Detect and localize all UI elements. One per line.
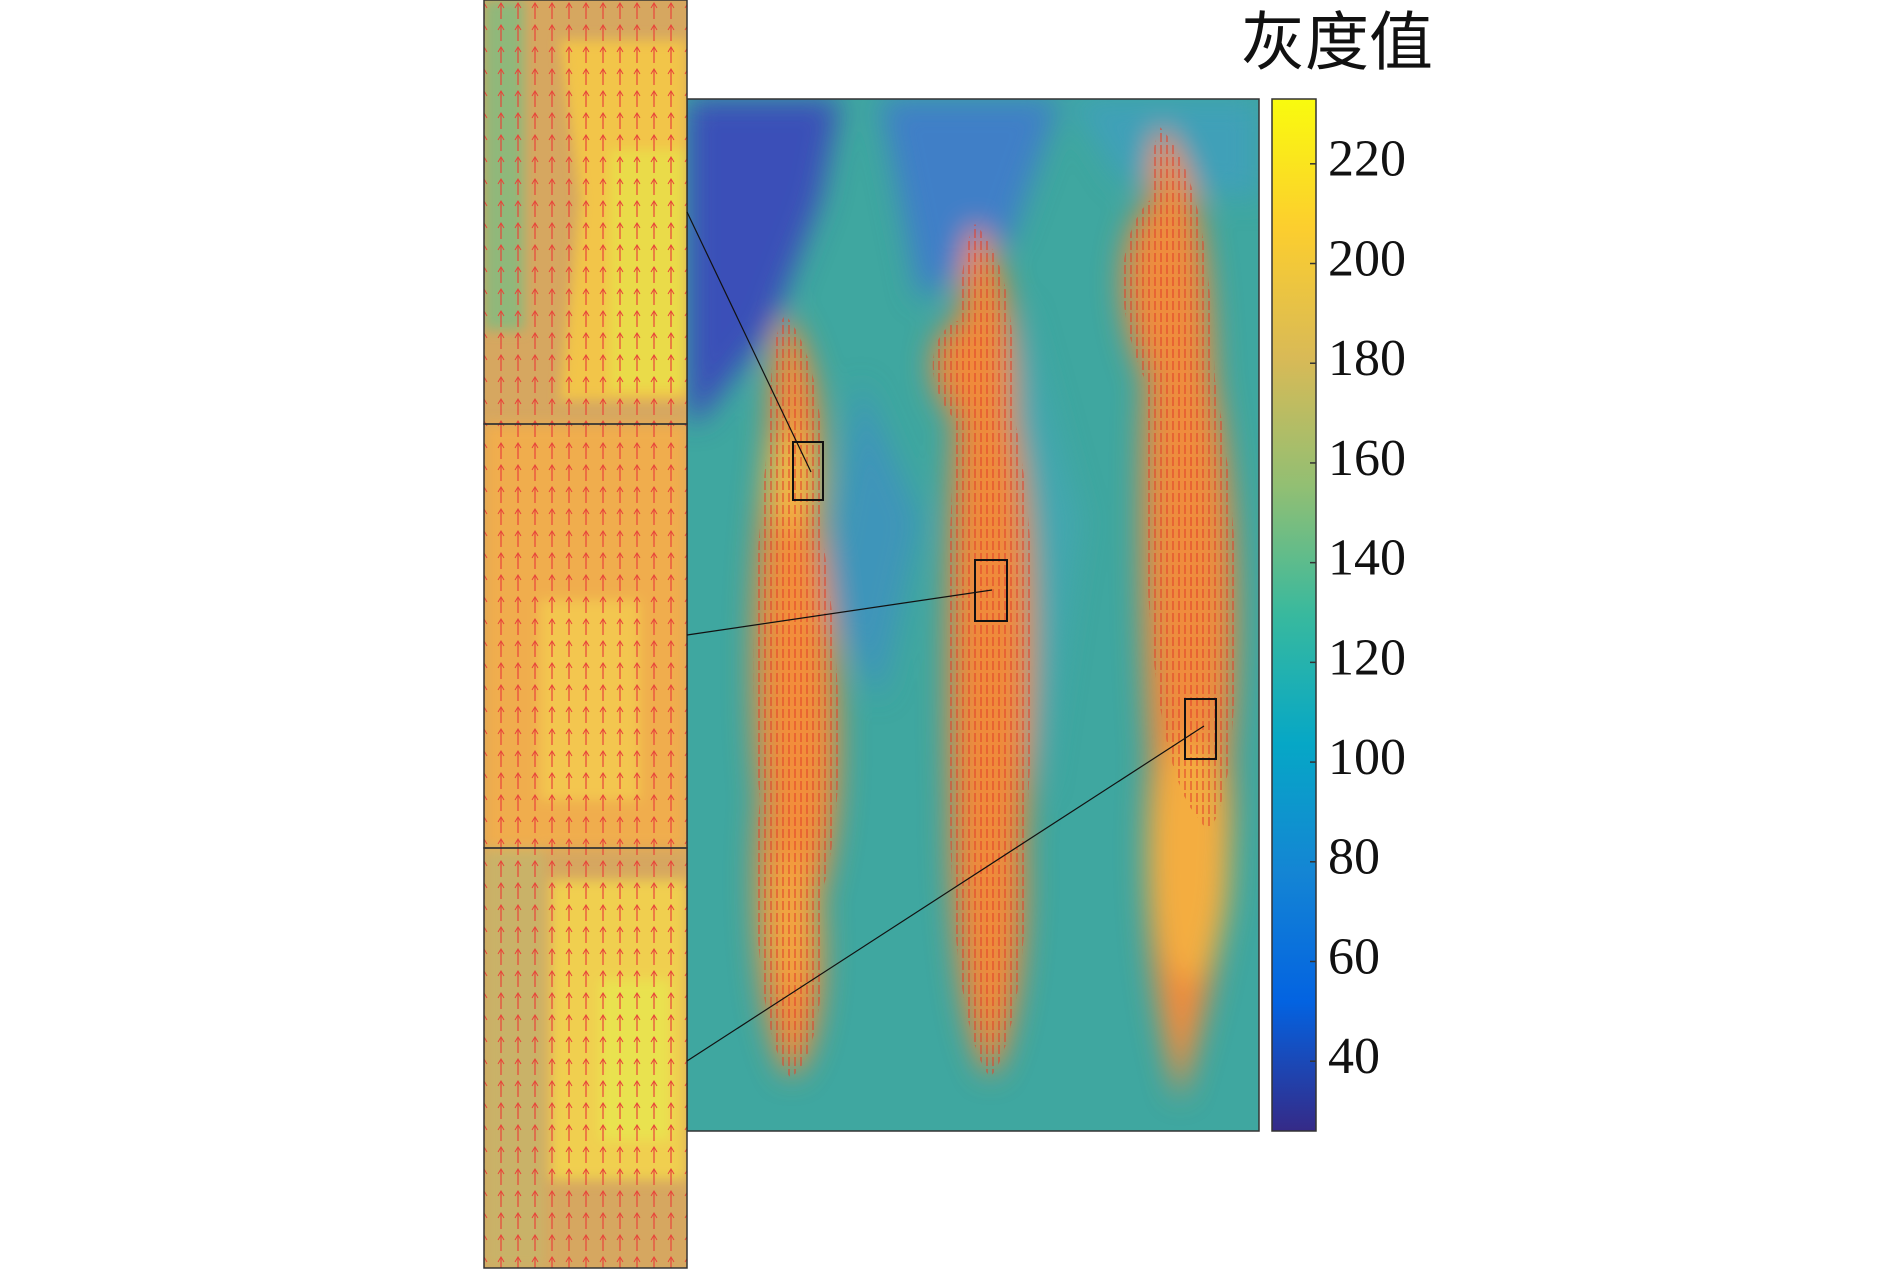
- colorbar-label: 灰度值: [1241, 8, 1433, 79]
- colorbar-tick-label: 80: [1328, 829, 1380, 886]
- colorbar: [1272, 99, 1316, 1131]
- colorbar-tick-label: 120: [1328, 629, 1406, 686]
- colorbar-tick-label: 200: [1328, 230, 1406, 287]
- colorbar-tick-label: 100: [1328, 729, 1406, 786]
- colorbar-tick-label: 140: [1328, 530, 1406, 587]
- zoom-connectors: [686, 211, 1205, 1062]
- colorbar-frame: [1271, 98, 1317, 1132]
- colorbar-tick-label: 60: [1328, 928, 1380, 985]
- colorbar-tick-label: 220: [1328, 131, 1406, 188]
- zoom-insets: [484, 0, 687, 1268]
- zoom-boxes: [792, 441, 1217, 760]
- colorbar-tick-label: 160: [1328, 430, 1406, 487]
- colorbar-tick-label: 40: [1328, 1028, 1380, 1085]
- heatmap-image: [687, 99, 1259, 1131]
- colorbar-tick-label: 180: [1328, 330, 1406, 387]
